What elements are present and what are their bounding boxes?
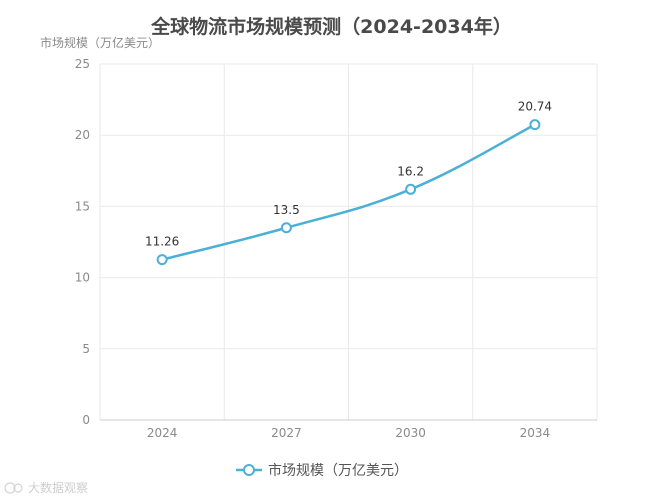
watermark: 大数据观察: [4, 480, 88, 495]
y-tick-label: 10: [75, 271, 90, 285]
watermark-text: 大数据观察: [28, 480, 88, 495]
x-tick-label: 2027: [271, 426, 302, 440]
y-tick-label: 5: [82, 342, 90, 356]
y-axis-label: 市场规模（万亿美元）: [40, 35, 160, 50]
x-tick-label: 2024: [147, 426, 178, 440]
chart-title: 全球物流市场规模预测（2024-2034年）: [151, 16, 512, 38]
y-ticks: 0 5 10 15 20 25: [75, 57, 90, 427]
x-tick-label: 2034: [520, 426, 551, 440]
x-tick-label: 2030: [395, 426, 426, 440]
data-label: 13.5: [273, 203, 300, 217]
data-label: 11.26: [145, 235, 179, 249]
watermark-logo-icon: [4, 482, 16, 494]
data-label: 20.74: [518, 100, 552, 114]
legend-marker-icon: [243, 464, 255, 476]
y-tick-label: 25: [75, 57, 90, 71]
legend[interactable]: 市场规模（万亿美元）: [236, 462, 408, 479]
y-tick-label: 20: [75, 128, 90, 142]
watermark-logo-icon-2: [13, 483, 23, 493]
data-points: [156, 119, 541, 266]
series-line: [161, 123, 536, 261]
x-ticks: 2024 2027 2030 2034: [147, 426, 550, 440]
data-point: [529, 119, 541, 131]
data-point: [405, 183, 417, 195]
y-tick-label: 15: [75, 199, 90, 213]
data-point: [280, 222, 292, 234]
data-label: 16.2: [397, 164, 424, 178]
data-labels: 11.26 13.5 16.2 20.74: [145, 100, 552, 249]
y-tick-label: 0: [82, 413, 90, 427]
legend-label: 市场规模（万亿美元）: [268, 462, 408, 479]
data-point: [156, 254, 168, 266]
